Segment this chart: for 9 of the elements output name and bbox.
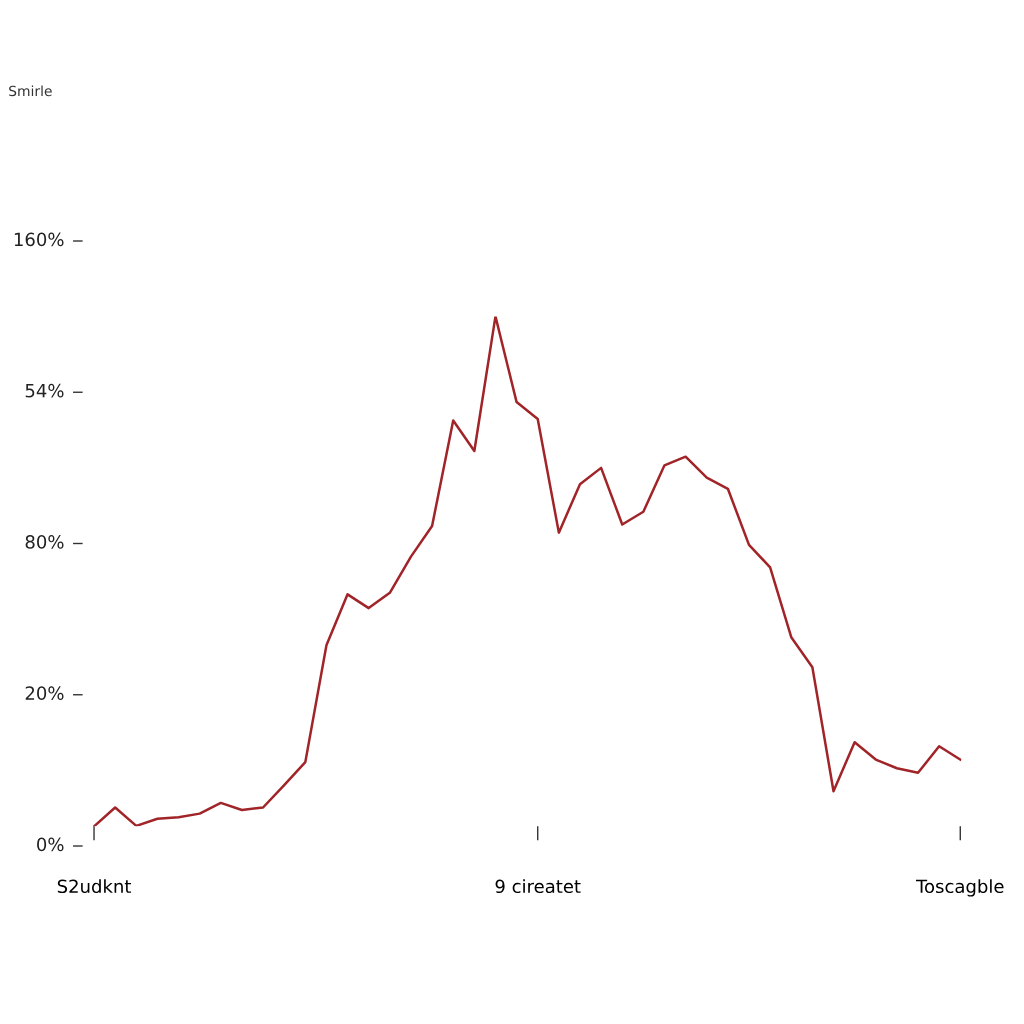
text: 80%	[25, 535, 64, 549]
text: 160%	[14, 232, 64, 247]
text: 0%	[37, 837, 64, 852]
chart-title: Smirle	[9, 85, 52, 97]
x-tick-label: Toscagble	[915, 879, 1004, 897]
x-tick-label: S2udknt	[57, 879, 132, 894]
x-tick-label: 9 cireatet	[495, 879, 581, 894]
text: 20%	[25, 686, 64, 700]
text: 54%	[25, 383, 64, 398]
